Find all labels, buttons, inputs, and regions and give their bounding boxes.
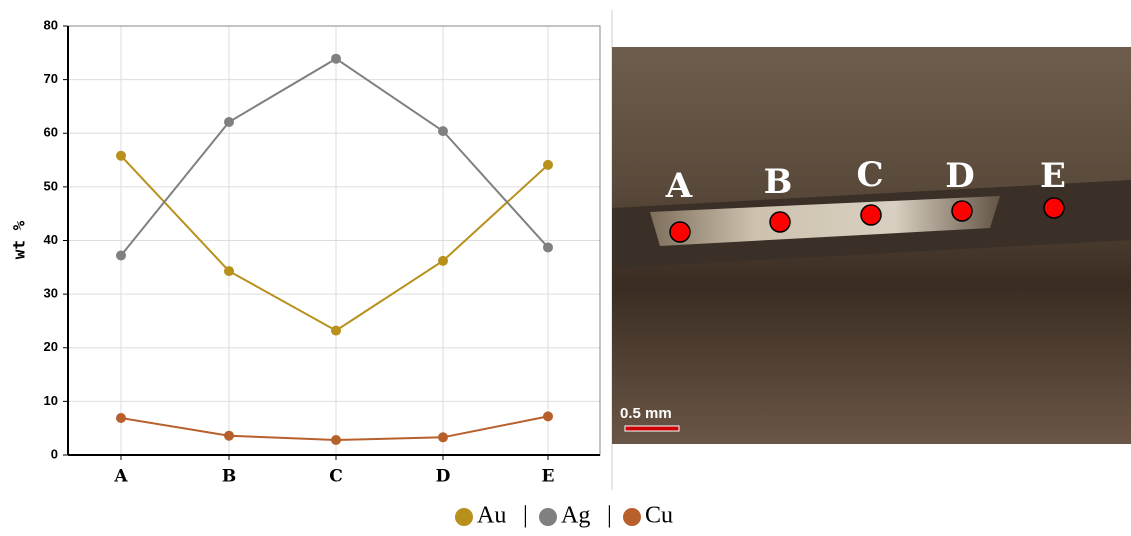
point xyxy=(224,266,234,276)
scale-bar xyxy=(625,426,679,431)
legend-separator: | xyxy=(607,503,612,529)
y-tick-label: 10 xyxy=(44,393,58,408)
y-tick-label: 0 xyxy=(51,446,58,461)
legend-marker xyxy=(623,508,641,526)
point xyxy=(116,413,126,423)
y-tick-label: 60 xyxy=(44,125,58,140)
point xyxy=(438,256,448,266)
sample-point xyxy=(861,205,881,225)
legend-marker xyxy=(455,508,473,526)
legend-marker xyxy=(539,508,557,526)
y-tick-label: 70 xyxy=(44,71,58,86)
point-label: C xyxy=(856,155,883,195)
point xyxy=(331,435,341,445)
sample-point xyxy=(952,201,972,221)
point xyxy=(116,151,126,161)
point xyxy=(438,432,448,442)
point xyxy=(224,431,234,441)
x-tick-label: A xyxy=(113,467,128,487)
point-label: D xyxy=(945,156,974,196)
series-line xyxy=(121,59,548,256)
sample-point xyxy=(670,222,690,242)
legend-separator: | xyxy=(523,503,528,529)
x-tick-label: D xyxy=(436,467,451,487)
point xyxy=(116,251,126,261)
y-tick-label: 80 xyxy=(44,17,58,32)
y-tick-label: 40 xyxy=(44,232,58,247)
x-tick-label: C xyxy=(329,467,343,487)
scale-bar-label: 0.5 mm xyxy=(620,405,672,422)
figure: 0.5 mm A B C D E wt % 0 10 20 30 40 50 60 70 80 A B C D E… xyxy=(0,0,1131,531)
point xyxy=(331,326,341,336)
sample-point xyxy=(1044,198,1064,218)
x-tick-label: E xyxy=(542,467,555,487)
y-tick-label: 20 xyxy=(44,339,58,354)
micrograph: 0.5 mm A B C D E xyxy=(612,47,1131,444)
point-label: A xyxy=(665,166,693,206)
point-label: E xyxy=(1040,156,1066,196)
sample-point xyxy=(770,212,790,232)
point xyxy=(438,126,448,136)
legend-label: Cu xyxy=(645,503,673,529)
y-axis-label: wt % xyxy=(10,220,29,259)
point xyxy=(224,117,234,127)
point-label: B xyxy=(764,162,793,202)
point xyxy=(543,411,553,421)
y-tick-label: 50 xyxy=(44,178,58,193)
series-line xyxy=(121,156,548,331)
point xyxy=(331,54,341,64)
legend-label: Ag xyxy=(561,503,590,529)
point xyxy=(543,160,553,170)
y-tick-label: 30 xyxy=(44,286,58,301)
point xyxy=(543,242,553,252)
x-tick-label: B xyxy=(222,467,236,487)
legend-label: Au xyxy=(477,503,506,529)
